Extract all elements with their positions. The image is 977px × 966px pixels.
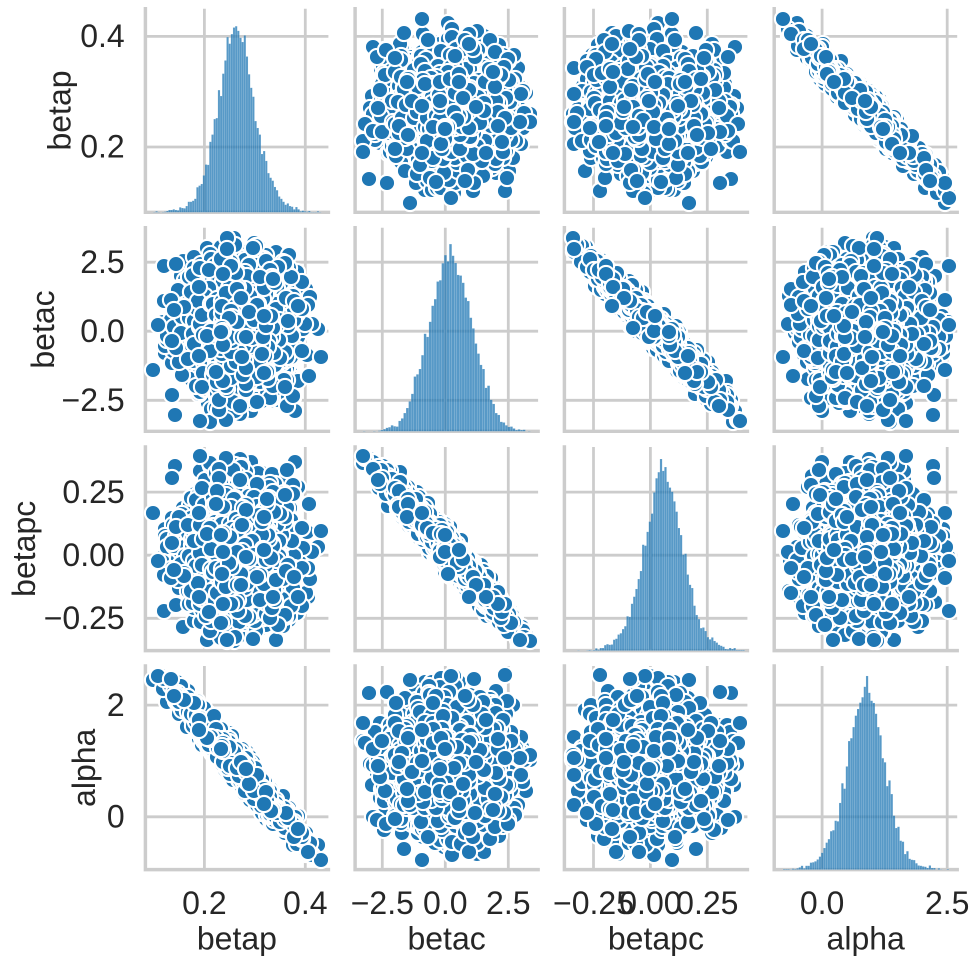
svg-text:betap: betap <box>197 921 277 957</box>
svg-text:2: 2 <box>107 687 125 723</box>
svg-text:0: 0 <box>107 799 125 835</box>
svg-text:0.2: 0.2 <box>182 885 226 921</box>
svg-text:0.00: 0.00 <box>62 537 124 573</box>
svg-text:0.4: 0.4 <box>80 18 124 54</box>
svg-text:2.5: 2.5 <box>925 885 969 921</box>
svg-text:−0.25: −0.25 <box>44 600 125 636</box>
svg-text:0.0: 0.0 <box>80 313 124 349</box>
svg-text:0.0: 0.0 <box>423 885 467 921</box>
svg-text:betac: betac <box>407 921 485 957</box>
svg-text:alpha: alpha <box>66 728 102 807</box>
svg-text:−0.25: −0.25 <box>553 885 634 921</box>
svg-text:0.25: 0.25 <box>676 885 738 921</box>
svg-text:alpha: alpha <box>827 921 906 957</box>
svg-text:2.5: 2.5 <box>80 244 124 280</box>
svg-text:0.25: 0.25 <box>62 474 124 510</box>
svg-text:0.00: 0.00 <box>619 885 681 921</box>
svg-text:−2.5: −2.5 <box>62 382 125 418</box>
svg-text:2.5: 2.5 <box>486 885 530 921</box>
svg-text:0.0: 0.0 <box>800 885 844 921</box>
svg-text:0.2: 0.2 <box>80 129 124 165</box>
svg-text:betap: betap <box>42 70 78 150</box>
svg-text:0.4: 0.4 <box>283 885 327 921</box>
svg-text:betac: betac <box>25 290 61 368</box>
svg-text:betapc: betapc <box>608 921 704 957</box>
svg-text:−2.5: −2.5 <box>351 885 414 921</box>
svg-text:betapc: betapc <box>6 501 42 597</box>
